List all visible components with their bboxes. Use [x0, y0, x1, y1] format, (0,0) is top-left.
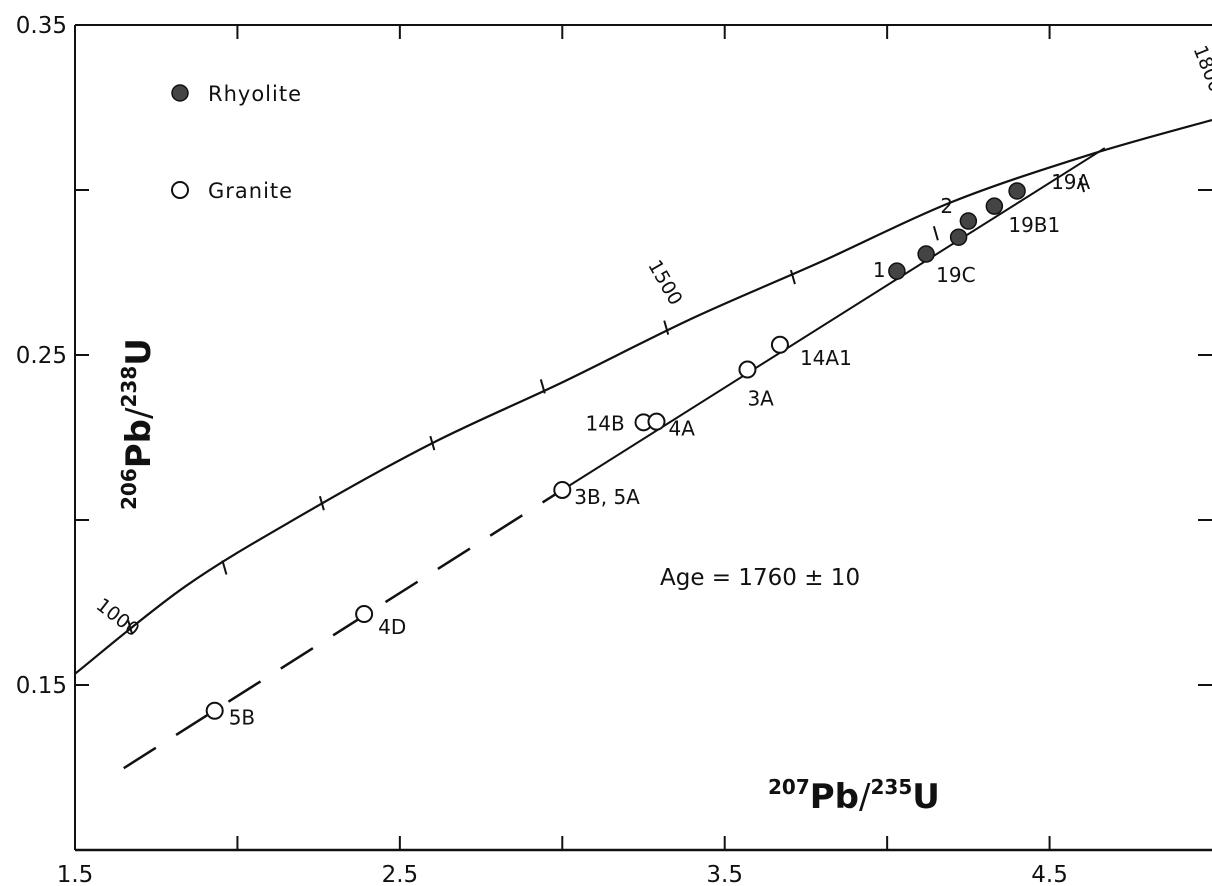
concordia-curve-group [74, 118, 1212, 675]
rhyolite-point [985, 197, 1004, 215]
rhyolite-point [888, 262, 906, 280]
x-tick-label: 1.5 [57, 862, 94, 886]
discordia-line-group [123, 147, 1106, 770]
concordia-age-tick [221, 560, 228, 575]
discordia-dashed-line [123, 488, 563, 770]
concordia-age-label: 1000 [92, 594, 144, 641]
point-label: 5B [229, 706, 255, 730]
granite-point [205, 701, 224, 720]
legend-rhyolite-marker [171, 84, 189, 102]
concordia-age-tick [318, 495, 325, 511]
y-tick-label: 0.25 [16, 343, 67, 369]
rhyolite-point [959, 212, 978, 230]
granite-point [553, 480, 572, 499]
concordia-age-tick [429, 435, 436, 451]
concordia-age-tick [127, 620, 134, 635]
concordia-curve [74, 118, 1212, 675]
point-label: 4A [668, 417, 695, 441]
granite-point [355, 605, 374, 624]
x-tick-label: 2.5 [382, 862, 419, 886]
legend-rhyolite-label: Rhyolite [208, 82, 302, 106]
point-label: 19B1 [1008, 213, 1060, 237]
concordia-age-tick [932, 225, 939, 241]
y-axis-label: 206Pb/238U [117, 338, 159, 510]
concordia-age-tick [1079, 177, 1086, 193]
legend-granite-label: Granite [208, 179, 293, 203]
granite-point [738, 360, 757, 379]
concordia-age-tick [663, 320, 670, 335]
concordia-age-tick [539, 379, 546, 394]
point-label: 14B [586, 411, 625, 435]
point-label: 3A [747, 387, 774, 411]
granite-point [770, 335, 789, 354]
chart-text-group: 1.5 2.5 3.5 4.5 0.15 0.25 0.35 1000 1500 1800 1 19C… [16, 13, 1212, 886]
y-tick-label: 0.15 [16, 673, 67, 699]
granite-point [647, 412, 666, 431]
x-axis-label: 207Pb/235U [768, 775, 940, 817]
data-points-group [171, 84, 1026, 720]
plot-frame-group [74, 24, 1212, 852]
point-label: 2 [940, 194, 953, 218]
y-tick-label: 0.35 [16, 13, 67, 39]
concordia-age-label: 1800 [1189, 42, 1212, 95]
point-label: 19C [936, 263, 975, 287]
point-label: 14A1 [800, 346, 852, 370]
rhyolite-point [949, 228, 968, 246]
age-annotation: Age = 1760 ± 10 [660, 565, 860, 591]
point-label: 1 [873, 258, 886, 282]
concordia-age-tick [789, 269, 796, 285]
x-tick-label: 3.5 [706, 862, 743, 886]
x-tick-label: 4.5 [1031, 862, 1068, 886]
point-label: 4D [378, 615, 406, 639]
rhyolite-point [917, 245, 935, 263]
legend-granite-marker [171, 181, 189, 199]
point-label: 19A [1051, 170, 1090, 194]
discordia-solid-line [561, 147, 1106, 491]
concordia-age-label: 1500 [643, 256, 686, 309]
rhyolite-point [1008, 182, 1026, 200]
point-label: 3B, 5A [574, 485, 640, 509]
